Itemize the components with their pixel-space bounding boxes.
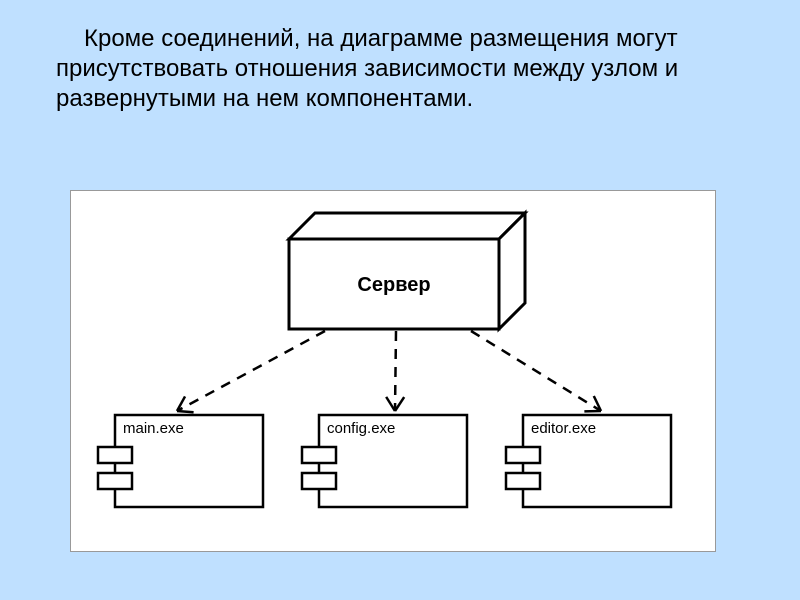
deployment-diagram: Сервер main.exe config.exe editor.exe xyxy=(70,190,716,552)
description-text: Кроме соединений, на диаграмме размещени… xyxy=(56,25,678,112)
svg-text:config.exe: config.exe xyxy=(327,420,395,437)
svg-text:editor.exe: editor.exe xyxy=(531,420,596,437)
svg-text:Сервер: Сервер xyxy=(357,274,430,296)
svg-text:main.exe: main.exe xyxy=(123,420,184,437)
description-paragraph: Кроме соединений, на диаграмме размещени… xyxy=(56,24,746,114)
diagram-svg: Сервер main.exe config.exe editor.exe xyxy=(71,191,715,551)
slide: Кроме соединений, на диаграмме размещени… xyxy=(0,0,800,600)
